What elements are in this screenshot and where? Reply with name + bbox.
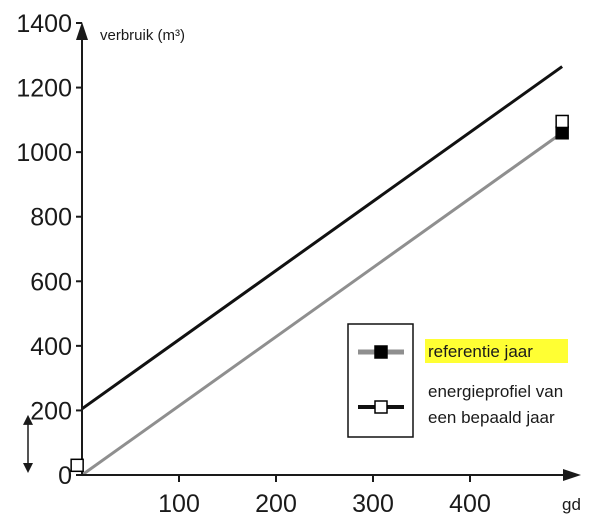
series-lines (81, 65, 564, 477)
y-tick-label: 1200 (16, 75, 72, 103)
series-markers (70, 114, 569, 473)
y-tick-label: 800 (30, 204, 72, 232)
legend-swatch-filled-square (374, 345, 388, 359)
series-line-energieprofiel (81, 65, 564, 411)
x-axis-label: gd (562, 495, 581, 514)
marker-filled-square (555, 126, 569, 140)
x-tick-label: 100 (158, 490, 200, 518)
offset-double-arrow (23, 414, 33, 473)
double-arrow-head-up (23, 414, 33, 425)
double-arrow-head-down (23, 463, 33, 473)
legend-highlight (425, 339, 568, 363)
x-tick-label: 300 (352, 490, 394, 518)
tick-labels: 0 200 400 600 800 1000 1200 1400 100 200 300 400 (16, 10, 490, 518)
y-tick-label: 600 (30, 268, 72, 296)
y-tick-label: 1000 (16, 139, 72, 167)
legend-swatch-open-square (374, 400, 388, 414)
axes (76, 22, 581, 481)
axis-ticks (76, 22, 471, 482)
series-line-referentie (81, 131, 564, 477)
x-tick-label: 400 (449, 490, 491, 518)
marker-open-square (555, 114, 569, 129)
legend-label-referentie: referentie jaar (428, 342, 533, 361)
legend-label-energieprofiel-2: een bepaald jaar (428, 408, 555, 427)
marker-open-square (70, 458, 84, 473)
y-tick-label: 0 (58, 462, 72, 490)
y-tick-label: 400 (30, 333, 72, 361)
y-tick-label: 1400 (16, 10, 72, 38)
x-axis-arrowhead (563, 469, 581, 481)
y-axis-label: verbruik (m³) (100, 27, 185, 44)
legend-label-energieprofiel-1: energieprofiel van (428, 382, 563, 401)
y-tick-label: 200 (30, 397, 72, 425)
x-tick-label: 200 (255, 490, 297, 518)
legend: referentie jaar energieprofiel van een b… (347, 323, 568, 438)
legend-box (347, 323, 414, 438)
y-axis-arrowhead (76, 22, 88, 40)
